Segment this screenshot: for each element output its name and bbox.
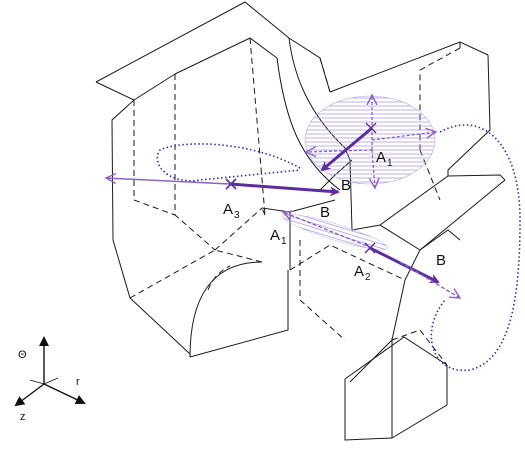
label-a3-sub: 3 [234, 210, 240, 221]
label-a1-mid-sub: 1 [281, 236, 287, 247]
a1-top-arrow-right [371, 132, 436, 141]
a1-top-arrow-left [306, 150, 373, 152]
label-a2: A [354, 263, 364, 280]
a1-top-x-mark [365, 122, 377, 134]
a3-x-mark [225, 178, 237, 190]
label-b-right: B [436, 252, 446, 269]
label-a3: A [223, 201, 233, 218]
a2-arrow-to-b [369, 246, 440, 284]
a3-arrow-left [106, 178, 231, 185]
left-loop [156, 143, 301, 182]
coordinate-axes: Θ r z [14, 336, 86, 423]
dotted-trajectories [156, 124, 521, 372]
hatched-regions [282, 95, 436, 251]
axis-label-r: r [76, 376, 80, 388]
a1-top-arrow-down [372, 149, 375, 188]
axis-tick-left [29, 379, 45, 385]
label-a1-mid: A [270, 227, 280, 244]
axis-right-arrow [43, 383, 86, 405]
a1-top-arrow-to-b [320, 126, 373, 172]
a1-mid-arrow [283, 212, 373, 249]
vector-arrows [106, 95, 460, 298]
hidden-edges [129, 37, 461, 366]
a1-top-hatched-ellipse [304, 95, 436, 185]
label-a1-top-sub: 1 [387, 158, 393, 169]
a2-x-mark [364, 242, 376, 254]
axis-down-arrow [14, 383, 45, 407]
axis-tick-right [43, 377, 59, 385]
axis-label-theta: Θ [18, 349, 27, 361]
right-loop [430, 124, 521, 372]
point-labels: A 1 B A 3 B A 1 A 2 B [223, 149, 446, 283]
label-b-top: B [341, 177, 351, 194]
label-a1-top: A [376, 149, 386, 166]
axis-label-z: z [20, 411, 26, 423]
label-a2-sub: 2 [365, 272, 371, 283]
label-b-mid: B [320, 204, 330, 221]
a3-arrow-to-b [229, 182, 340, 197]
